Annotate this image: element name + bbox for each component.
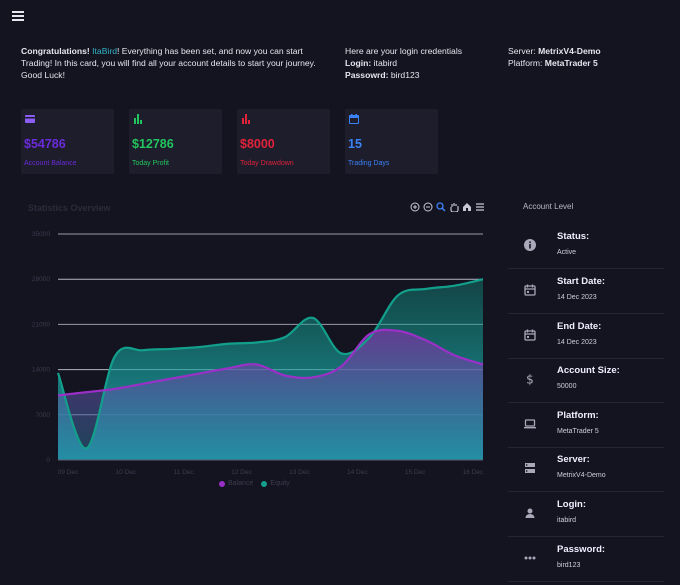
chart-canvas: 0 7000 14000 21000 28000 35000 09 Dec 10 Dec 11… <box>32 231 484 476</box>
account-row-status: Status: Active <box>508 224 664 269</box>
dollar-icon: $ <box>526 373 534 387</box>
account-row-end-date: End Date: 14 Dec 2023 <box>508 314 664 359</box>
username-link[interactable]: ItaBird <box>92 46 117 56</box>
x-tick-label: 09 Dec <box>58 469 79 476</box>
wallet-icon <box>25 115 35 123</box>
calendar-icon <box>349 114 359 124</box>
equity-line <box>56 278 484 450</box>
account-row-account-size: $ Account Size: 50000 <box>508 358 664 403</box>
balance-line <box>57 328 484 397</box>
account-value: 50000 <box>557 383 577 390</box>
y-tick-label: 28000 <box>32 276 50 283</box>
person-icon <box>525 508 535 518</box>
x-tick-label: 13 Dec <box>289 469 310 476</box>
account-key: Server: <box>557 454 590 465</box>
chart-menu-icon[interactable] <box>475 202 485 212</box>
platform-label: Platform: <box>508 58 543 68</box>
calendar-icon <box>524 329 536 341</box>
login-label: Login: <box>345 58 372 68</box>
balance-area <box>58 329 483 460</box>
stat-card-profit: $12786 Today Profit <box>129 109 222 174</box>
bar-chart-icon <box>134 114 142 124</box>
stat-card-balance: $54786 Account Balance <box>21 109 114 174</box>
x-tick-label: 16 Dec <box>463 469 484 476</box>
x-tick-label: 11 Dec <box>174 469 195 476</box>
stat-label: Trading Days <box>348 160 390 167</box>
account-key: Status: <box>557 231 590 242</box>
stat-label: Today Profit <box>132 160 169 167</box>
server-icon <box>525 463 535 473</box>
credentials-heading: Here are your login credentials <box>345 46 463 56</box>
account-value: 14 Dec 2023 <box>557 294 597 301</box>
stat-value: 15 <box>348 137 362 151</box>
password-label: Passowrd: <box>345 70 389 80</box>
server-label: Server: <box>508 46 536 56</box>
x-tick-label: 12 Dec <box>231 469 252 476</box>
svg-text:$: $ <box>526 373 534 387</box>
y-tick-label: 0 <box>46 457 50 464</box>
account-value: itabird <box>557 517 577 524</box>
legend-item-equity[interactable]: Equity <box>261 480 290 487</box>
stat-card-drawdown: $8000 Today Drawdown <box>237 109 330 174</box>
stat-value: $54786 <box>24 137 66 151</box>
platform-value: MetaTrader 5 <box>544 58 598 68</box>
calendar-icon <box>524 284 536 296</box>
password-value: bird123 <box>390 70 420 80</box>
y-tick-label: 14000 <box>32 367 50 374</box>
zoom-selection-icon[interactable] <box>436 202 446 212</box>
x-tick-label: 15 Dec <box>405 469 426 476</box>
password-dots-icon <box>524 556 536 560</box>
intro-body: ! Everything has been set, and now you c… <box>21 46 316 80</box>
bar-chart-icon <box>242 114 250 124</box>
account-key: Platform: <box>557 410 599 421</box>
pan-hand-icon[interactable] <box>449 202 459 213</box>
account-level-title: Account Level <box>523 202 574 211</box>
stat-value: $8000 <box>240 137 275 151</box>
stat-label: Account Balance <box>24 160 77 167</box>
account-key: End Date: <box>557 321 602 332</box>
login-value: itabird <box>373 58 398 68</box>
account-key: Account Size: <box>557 365 620 376</box>
y-tick-label: 21000 <box>32 321 50 328</box>
account-key: Login: <box>557 499 587 510</box>
hamburger-menu-icon[interactable] <box>12 11 24 21</box>
zoom-out-icon[interactable] <box>423 202 433 212</box>
account-row-server: Server: MetrixV4-Demo <box>508 447 664 492</box>
laptop-icon <box>524 419 536 429</box>
account-value: MetrixV4-Demo <box>557 472 606 479</box>
statistics-chart: Statistics Overview 0 7000 14000 21000 28000… <box>23 196 489 492</box>
account-row-password: Password: bird123 <box>508 537 664 582</box>
account-value: Active <box>557 249 577 256</box>
y-tick-label: 35000 <box>32 231 50 238</box>
home-reset-icon[interactable] <box>462 202 472 212</box>
account-row-start-date: Start Date: 14 Dec 2023 <box>508 269 664 314</box>
account-row-platform: Platform: MetaTrader 5 <box>508 403 664 448</box>
x-tick-label: 14 Dec <box>347 469 368 476</box>
chart-legend: Balance Equity <box>219 480 290 487</box>
congrats-text: Congratulations! <box>21 46 90 56</box>
stat-label: Today Drawdown <box>240 160 294 167</box>
account-key: Password: <box>557 544 606 555</box>
chart-toolbar <box>410 202 485 213</box>
welcome-message: Congratulations! ItaBird! Everything has… <box>21 45 336 81</box>
legend-item-balance[interactable]: Balance <box>219 480 253 487</box>
account-value: MetaTrader 5 <box>557 428 599 435</box>
x-tick-label: 10 Dec <box>116 469 137 476</box>
server-info: Server: MetrixV4-Demo Platform: MetaTrad… <box>508 45 601 69</box>
account-row-login: Login: itabird <box>508 492 664 537</box>
legend-label: Balance <box>228 480 254 487</box>
account-key: Start Date: <box>557 276 606 287</box>
y-tick-label: 7000 <box>36 412 51 419</box>
zoom-in-icon[interactable] <box>410 202 420 212</box>
stat-card-trading-days: 15 Trading Days <box>345 109 438 174</box>
account-value: 14 Dec 2023 <box>557 339 597 346</box>
account-value: bird123 <box>557 562 581 569</box>
login-credentials: Here are your login credentials Login: i… <box>345 45 462 81</box>
chart-title: Statistics Overview <box>28 203 111 213</box>
info-icon <box>524 239 536 251</box>
server-value: MetrixV4-Demo <box>538 46 601 56</box>
legend-label: Equity <box>270 480 290 487</box>
stat-value: $12786 <box>132 137 174 151</box>
